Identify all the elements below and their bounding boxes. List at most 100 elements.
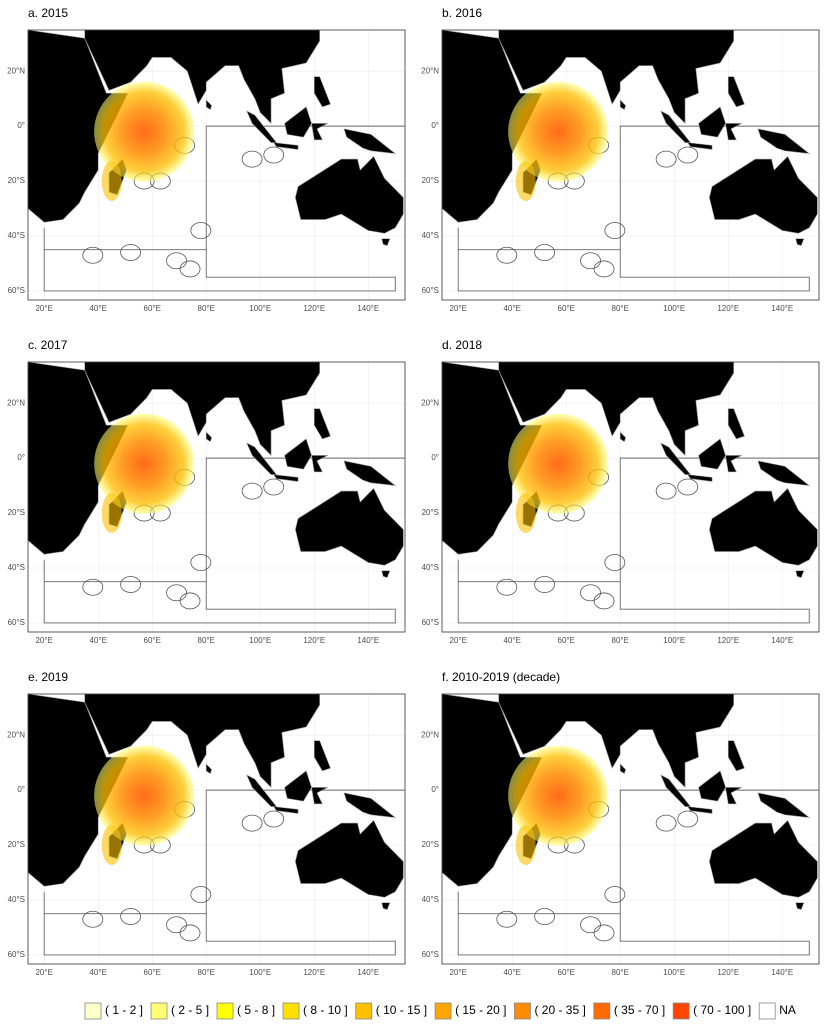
y-tick-label: 60°S: [422, 950, 439, 959]
x-tick-label: 140°E: [771, 968, 793, 977]
land: [295, 487, 404, 566]
y-tick-label: 0°: [17, 785, 25, 794]
land: [498, 362, 734, 457]
eez-outline: [534, 244, 556, 261]
eez-outline: [166, 584, 187, 602]
catch-area: [508, 745, 609, 846]
eez-outline: [179, 592, 201, 610]
land: [795, 902, 805, 910]
eez-outline: [190, 554, 212, 571]
boundary: [457, 789, 819, 956]
land: [698, 438, 726, 470]
eez-outline: [82, 910, 104, 928]
catch-area: [515, 493, 536, 534]
eez-outline: [263, 810, 285, 828]
land: [725, 455, 742, 473]
legend: ( 1 - 2 ] ( 2 - 5 ] ( 5 - 8 ] ( 8 - 10 ] ( 1…: [84, 1002, 796, 1020]
legend-swatch: [434, 1002, 452, 1020]
x-tick-label: 20°E: [35, 304, 52, 313]
y-tick-label: 20°N: [7, 66, 25, 75]
land: [381, 902, 391, 910]
land: [28, 694, 129, 887]
land: [273, 474, 299, 482]
eez-outline: [496, 578, 518, 596]
eez-outline: [593, 924, 615, 942]
eez-outline: [677, 810, 699, 828]
panel-title: b. 2016: [442, 6, 482, 20]
legend-label: ( 1 - 2 ]: [105, 1003, 143, 1017]
eez-outline: [120, 576, 142, 593]
x-tick-label: 20°E: [35, 968, 52, 977]
land: [295, 155, 404, 234]
land: [28, 30, 129, 223]
x-tick-label: 40°E: [89, 636, 106, 645]
eez-outline: [496, 910, 518, 928]
eez-outline: [593, 260, 615, 278]
map-panel: e. 2019 20°E 40°E 60°E 80°E 100°E 120°E 140°E 20…: [7, 670, 406, 977]
eez-outline: [263, 146, 285, 164]
eez-outline: [190, 222, 212, 239]
y-tick-label: 60°S: [8, 286, 25, 295]
catch-area: [94, 413, 195, 514]
eez-outline: [166, 252, 187, 270]
y-tick-label: 60°S: [422, 618, 439, 627]
land: [311, 455, 328, 473]
eez-outline: [604, 554, 626, 571]
land: [727, 408, 745, 440]
land: [343, 460, 397, 487]
map-panel: c. 2017 20°E 40°E 60°E 80°E 100°E 120°E 140°E 20…: [7, 338, 406, 645]
y-tick-label: 0°: [17, 121, 25, 130]
legend-swatch: [84, 1002, 102, 1020]
land: [273, 142, 299, 150]
map-body: [442, 694, 819, 964]
land: [757, 792, 811, 819]
land: [725, 787, 742, 805]
x-tick-label: 100°E: [663, 304, 685, 313]
y-tick-label: 20°N: [421, 398, 439, 407]
map-panel: b. 2016 20°E 40°E 60°E 80°E 100°E 120°E 140°E 20…: [421, 6, 820, 313]
eez-outline: [263, 478, 285, 496]
legend-label: ( 70 - 100 ]: [693, 1003, 751, 1017]
y-tick-label: 20°S: [422, 176, 439, 185]
legend-swatch: [758, 1002, 776, 1020]
x-tick-label: 80°E: [612, 304, 629, 313]
legend-label: ( 35 - 70 ]: [614, 1003, 665, 1017]
y-tick-label: 60°S: [422, 286, 439, 295]
panel-title: e. 2019: [28, 670, 68, 684]
land: [687, 474, 713, 482]
legend-swatch: [282, 1002, 300, 1020]
x-tick-label: 80°E: [612, 968, 629, 977]
y-tick-label: 20°S: [422, 508, 439, 517]
x-tick-label: 80°E: [198, 304, 215, 313]
x-tick-label: 80°E: [198, 636, 215, 645]
land: [619, 763, 626, 775]
land: [381, 238, 391, 246]
x-tick-label: 60°E: [558, 968, 575, 977]
legend-label: ( 8 - 10 ]: [303, 1003, 348, 1017]
eez-outline: [580, 252, 601, 270]
y-tick-label: 20°N: [7, 398, 25, 407]
catch-area: [101, 161, 122, 202]
eez-outline: [241, 482, 263, 500]
land: [343, 792, 397, 819]
legend-swatch: [514, 1002, 531, 1020]
y-tick-label: 40°S: [8, 563, 25, 572]
panel-frame: [27, 693, 406, 965]
land: [313, 76, 331, 108]
x-tick-label: 140°E: [357, 636, 379, 645]
x-tick-label: 60°E: [144, 304, 161, 313]
panel-title: c. 2017: [28, 338, 68, 352]
x-tick-label: 40°E: [503, 968, 520, 977]
eez-outline: [496, 246, 518, 264]
x-tick-label: 140°E: [357, 304, 379, 313]
panel-title: f. 2010-2019 (decade): [442, 670, 560, 684]
land: [757, 460, 811, 487]
land: [205, 431, 212, 443]
x-tick-label: 20°E: [449, 968, 466, 977]
legend-label: ( 10 - 15 ]: [376, 1003, 427, 1017]
eez-outline: [82, 246, 104, 264]
legend-swatch: [672, 1002, 690, 1020]
eez-outline: [120, 244, 142, 261]
land: [687, 142, 713, 150]
